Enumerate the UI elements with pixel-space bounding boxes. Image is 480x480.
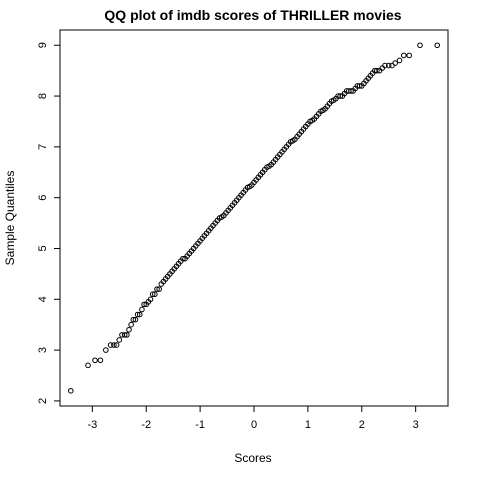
x-tick-label: 0	[251, 419, 257, 431]
data-point	[68, 388, 73, 393]
data-point	[129, 322, 134, 327]
data-point	[127, 327, 132, 332]
y-tick-label: 7	[37, 144, 49, 150]
x-tick-label: 2	[359, 419, 365, 431]
x-tick-label: -3	[87, 419, 97, 431]
data-point	[393, 61, 398, 66]
data-point	[397, 58, 402, 63]
x-tick-label: 3	[413, 419, 419, 431]
x-tick-label: 1	[305, 419, 311, 431]
data-point	[86, 363, 91, 368]
y-tick-label: 5	[37, 245, 49, 251]
x-axis: -3 -2 -1 0 1 2 3	[87, 406, 418, 431]
data-point	[98, 358, 103, 363]
data-point	[117, 338, 122, 343]
y-tick-label: 9	[37, 42, 49, 48]
data-point	[435, 43, 440, 48]
y-tick-label: 3	[37, 347, 49, 353]
chart-title: QQ plot of imdb scores of THRILLER movie…	[104, 7, 401, 23]
plot-frame	[60, 30, 448, 406]
data-point	[93, 358, 98, 363]
y-axis: 2 3 4 5 6 7 8 9	[37, 42, 60, 404]
data-points	[68, 43, 439, 393]
data-point	[418, 43, 423, 48]
x-axis-label: Scores	[234, 451, 271, 465]
x-tick-label: -1	[195, 419, 205, 431]
data-point	[104, 348, 109, 353]
y-tick-label: 6	[37, 195, 49, 201]
y-tick-label: 8	[37, 93, 49, 99]
y-tick-label: 4	[37, 296, 49, 302]
y-axis-label: Sample Quantiles	[3, 171, 17, 266]
data-point	[402, 53, 407, 58]
data-point	[407, 53, 412, 58]
x-tick-label: -2	[141, 419, 151, 431]
y-tick-label: 2	[37, 398, 49, 404]
data-point	[140, 307, 145, 312]
